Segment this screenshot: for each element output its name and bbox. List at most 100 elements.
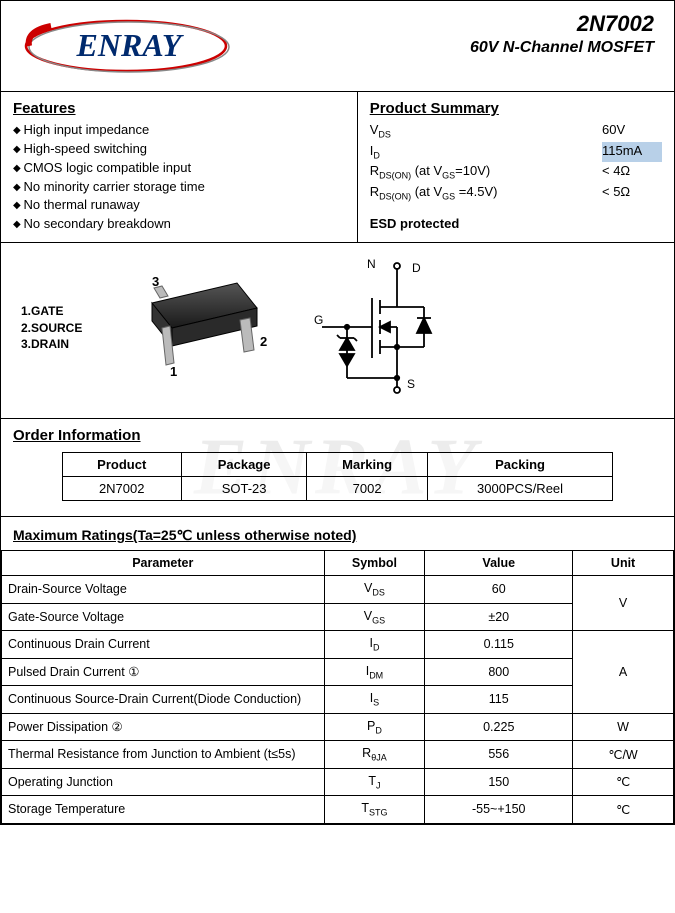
cell: ID <box>324 631 425 659</box>
svg-text:D: D <box>412 261 421 275</box>
cell: Storage Temperature <box>2 796 325 824</box>
cell: 115 <box>425 686 573 714</box>
datasheet-page: ENRAY 2N7002 60V N-Channel MOSFET Featur… <box>0 0 675 825</box>
cell: Continuous Source-Drain Current(Diode Co… <box>2 686 325 714</box>
table-row: Storage TemperatureTSTG-55~+150℃ <box>2 796 674 824</box>
cell: TSTG <box>324 796 425 824</box>
cell: V <box>573 576 674 631</box>
cell: VGS <box>324 603 425 631</box>
cell: VDS <box>324 576 425 604</box>
part-number: 2N7002 <box>358 11 655 37</box>
ratings-title: Maximum Ratings(Ta=25℃ unless otherwise … <box>13 527 662 544</box>
cell: IDM <box>324 658 425 686</box>
table-row: ProductPackageMarkingPacking <box>62 453 613 477</box>
cell: Continuous Drain Current <box>2 631 325 659</box>
col-header: Symbol <box>324 551 425 576</box>
cell: 7002 <box>307 477 427 501</box>
cell: ℃ <box>573 768 674 796</box>
cell: 3000PCS/Reel <box>427 477 613 501</box>
pin-labels: 1.GATE 2.SOURCE 3.DRAIN <box>21 303 82 353</box>
cell: 150 <box>425 768 573 796</box>
header-row: ENRAY 2N7002 60V N-Channel MOSFET <box>1 1 674 92</box>
cell: IS <box>324 686 425 714</box>
col-header: Marking <box>307 453 427 477</box>
svg-text:G: G <box>314 313 323 327</box>
cell: ±20 <box>425 603 573 631</box>
cell: W <box>573 713 674 741</box>
feature-item: No thermal runaway <box>13 196 345 215</box>
summary-item: ID115mA <box>370 142 662 163</box>
cell: Drain-Source Voltage <box>2 576 325 604</box>
cell: 0.225 <box>425 713 573 741</box>
ratings-section: Maximum Ratings(Ta=25℃ unless otherwise … <box>1 517 674 544</box>
table-row: ParameterSymbolValueUnit <box>2 551 674 576</box>
cell: Thermal Resistance from Junction to Ambi… <box>2 741 325 769</box>
cell: ℃/W <box>573 741 674 769</box>
cell: 60 <box>425 576 573 604</box>
features-title: Features <box>13 100 345 117</box>
part-description: 60V N-Channel MOSFET <box>358 39 655 57</box>
summary-cell: Product Summary VDS60VID115mARDS(ON) (at… <box>358 92 674 242</box>
logo-cell: ENRAY <box>1 1 338 91</box>
col-header: Unit <box>573 551 674 576</box>
order-table: ProductPackageMarkingPacking 2N7002SOT-2… <box>62 452 614 501</box>
features-list: High input impedanceHigh-speed switching… <box>13 121 345 234</box>
col-header: Parameter <box>2 551 325 576</box>
feature-item: CMOS logic compatible input <box>13 159 345 178</box>
cell: A <box>573 631 674 714</box>
esd-label: ESD protected <box>370 216 662 231</box>
schematic-symbol: D N S G <box>312 258 472 398</box>
cell: Pulsed Drain Current ① <box>2 658 325 686</box>
package-diagram: 3 2 1 <box>122 268 272 388</box>
summary-item: RDS(ON) (at VGS=10V)< 4Ω <box>370 162 662 183</box>
svg-text:1: 1 <box>170 364 177 379</box>
order-section: ENRAY Order Information ProductPackageMa… <box>1 419 674 517</box>
features-cell: Features High input impedanceHigh-speed … <box>1 92 358 242</box>
enray-logo: ENRAY <box>21 16 251 76</box>
table-row: 2N7002SOT-2370023000PCS/Reel <box>62 477 613 501</box>
pin-1-label: 1.GATE <box>21 303 82 320</box>
cell: Operating Junction <box>2 768 325 796</box>
summary-title: Product Summary <box>370 100 662 117</box>
cell: 0.115 <box>425 631 573 659</box>
cell: Gate-Source Voltage <box>2 603 325 631</box>
title-cell: 2N7002 60V N-Channel MOSFET <box>338 1 675 91</box>
cell: 800 <box>425 658 573 686</box>
cell: TJ <box>324 768 425 796</box>
feature-item: High-speed switching <box>13 140 345 159</box>
cell: ℃ <box>573 796 674 824</box>
cell: RθJA <box>324 741 425 769</box>
cell: 556 <box>425 741 573 769</box>
cell: SOT-23 <box>181 477 307 501</box>
table-row: Drain-Source VoltageVDS60V <box>2 576 674 604</box>
cell: 2N7002 <box>62 477 181 501</box>
svg-text:N: N <box>367 258 376 271</box>
info-row: Features High input impedanceHigh-speed … <box>1 92 674 243</box>
diagram-row: 1.GATE 2.SOURCE 3.DRAIN 3 2 1 <box>1 243 674 419</box>
pin-3-label: 3.DRAIN <box>21 336 82 353</box>
feature-item: No minority carrier storage time <box>13 178 345 197</box>
svg-text:3: 3 <box>152 274 159 289</box>
summary-item: VDS60V <box>370 121 662 142</box>
svg-text:2: 2 <box>260 334 267 349</box>
feature-item: No secondary breakdown <box>13 215 345 234</box>
svg-text:ENRAY: ENRAY <box>76 27 184 63</box>
col-header: Packing <box>427 453 613 477</box>
table-row: Continuous Drain CurrentID0.115A <box>2 631 674 659</box>
table-row: Power Dissipation ②PD0.225W <box>2 713 674 741</box>
order-title: Order Information <box>13 427 662 444</box>
cell: Power Dissipation ② <box>2 713 325 741</box>
summary-item: RDS(ON) (at VGS =4.5V)< 5Ω <box>370 183 662 204</box>
col-header: Package <box>181 453 307 477</box>
col-header: Product <box>62 453 181 477</box>
pin-2-label: 2.SOURCE <box>21 320 82 337</box>
col-header: Value <box>425 551 573 576</box>
table-row: Operating JunctionTJ150℃ <box>2 768 674 796</box>
cell: PD <box>324 713 425 741</box>
summary-rows: VDS60VID115mARDS(ON) (at VGS=10V)< 4ΩRDS… <box>370 121 662 204</box>
svg-text:S: S <box>407 377 415 391</box>
feature-item: High input impedance <box>13 121 345 140</box>
table-row: Thermal Resistance from Junction to Ambi… <box>2 741 674 769</box>
cell: -55~+150 <box>425 796 573 824</box>
ratings-table: ParameterSymbolValueUnit Drain-Source Vo… <box>1 550 674 824</box>
